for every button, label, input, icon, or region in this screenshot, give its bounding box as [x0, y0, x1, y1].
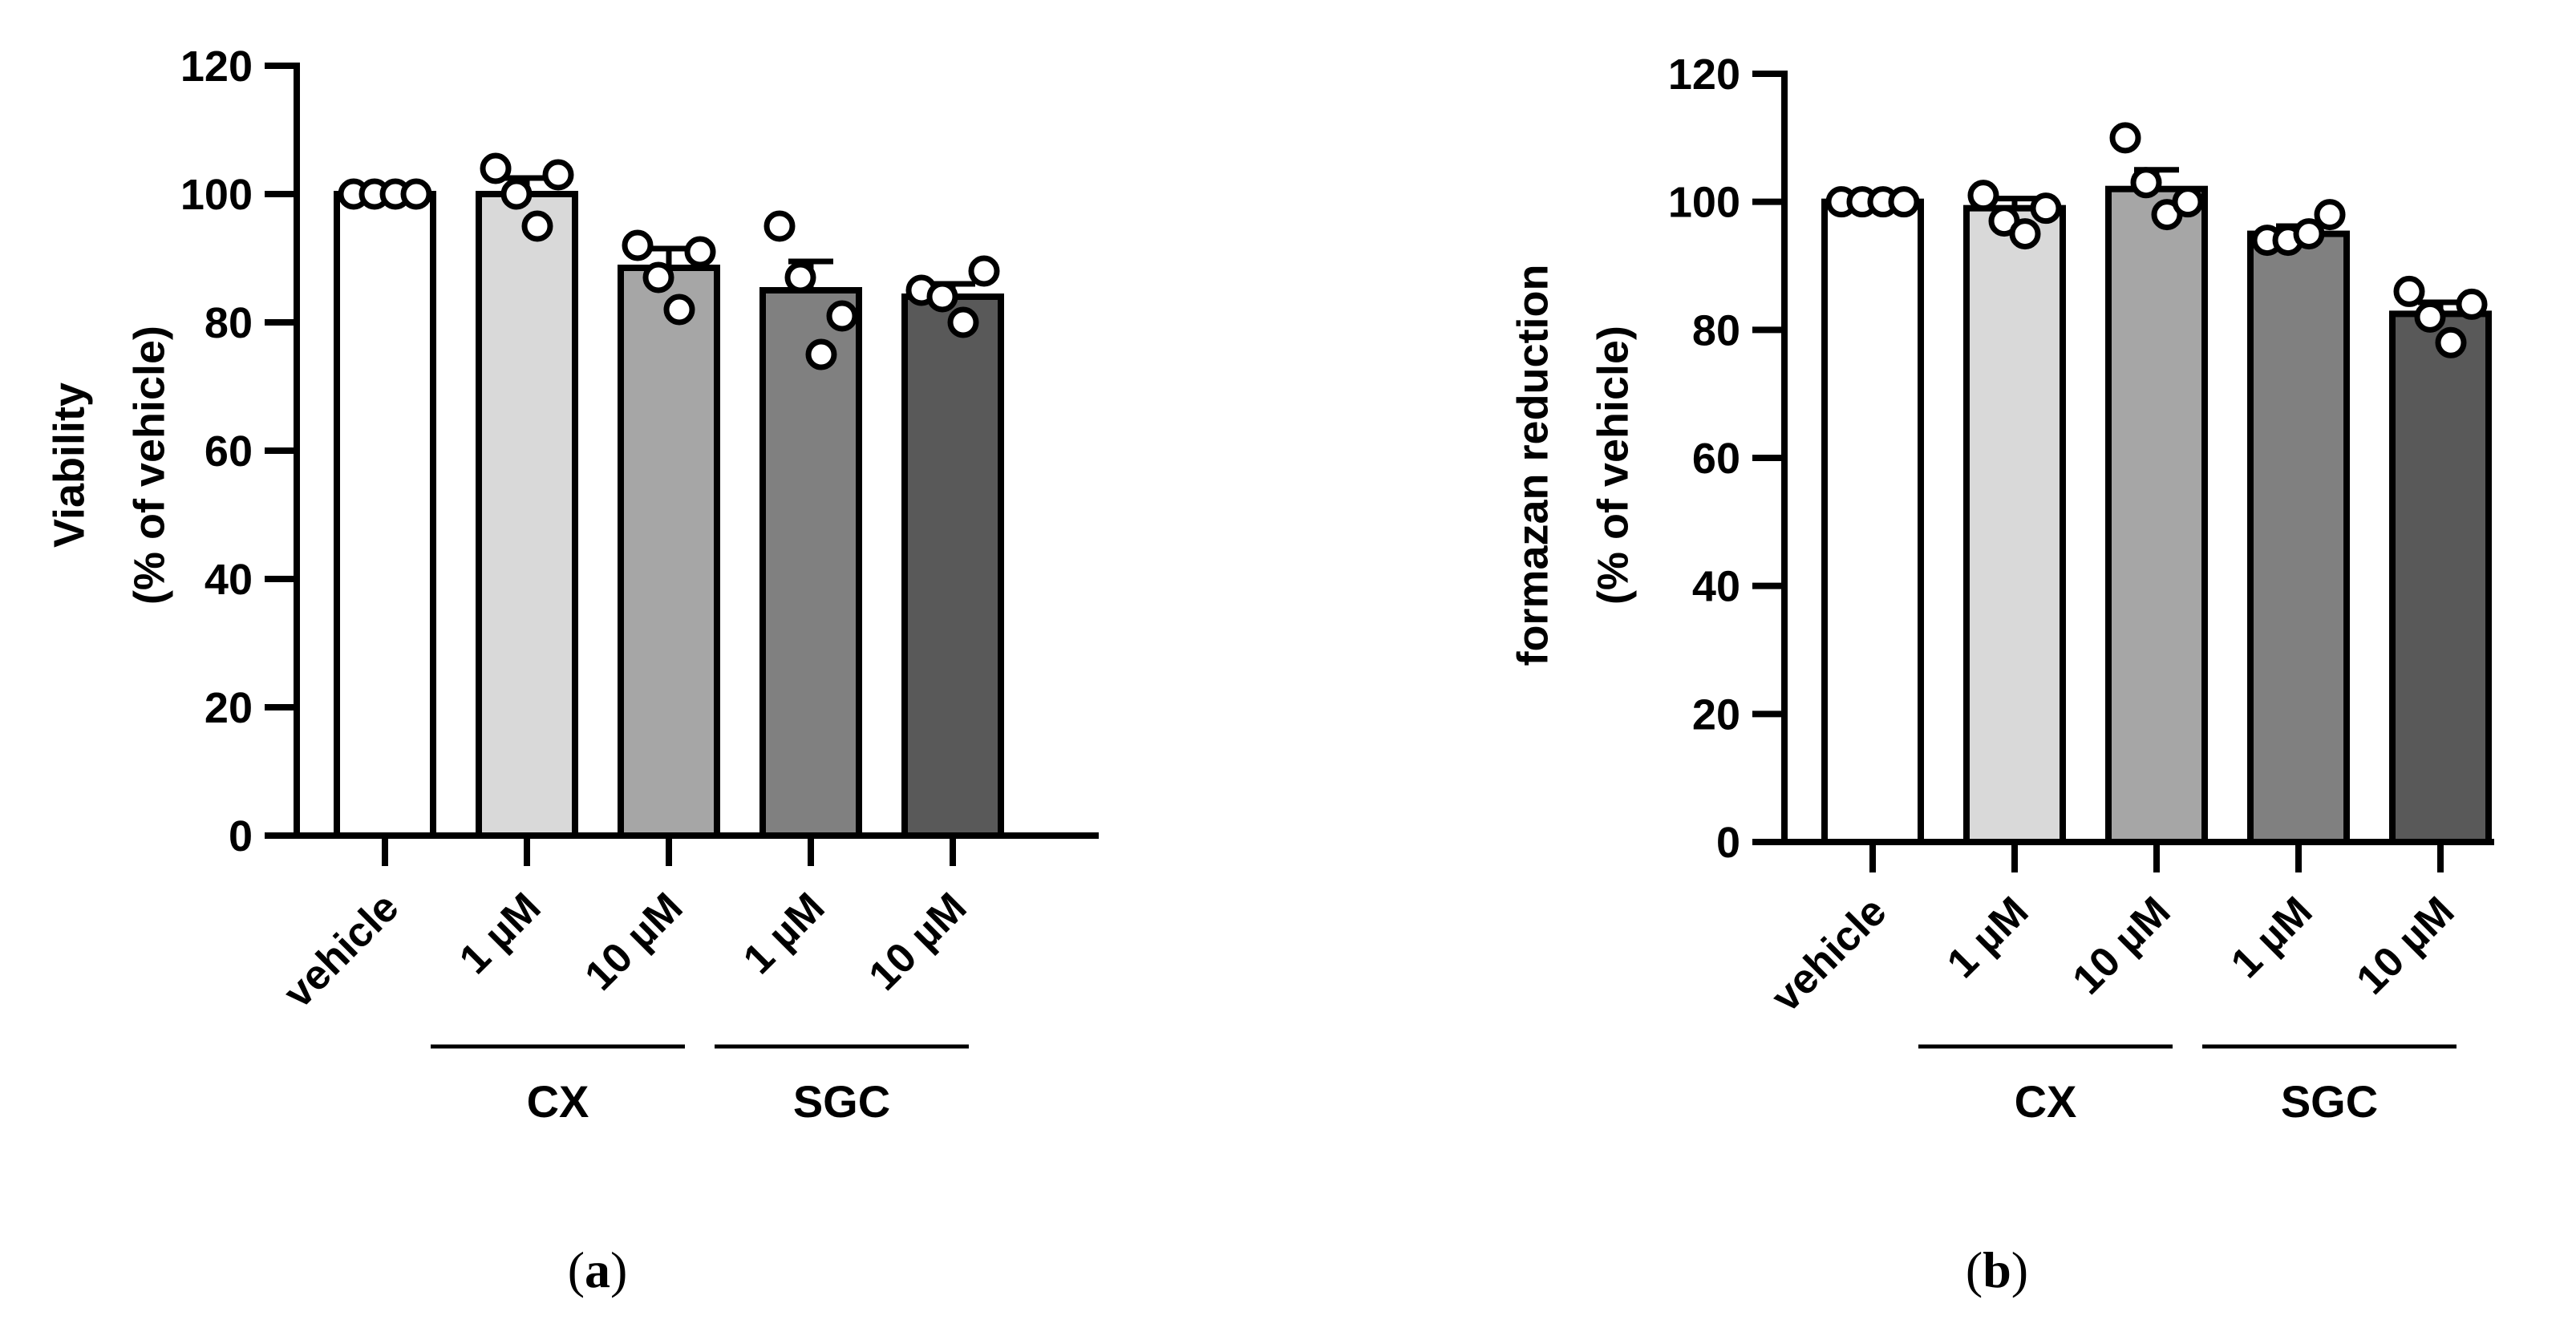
- panel-a-xtick-label-2: 10 µM: [577, 884, 692, 999]
- panel-b-ytick-label-1: 20: [1692, 690, 1740, 739]
- panel-b-point-1-0: [1967, 180, 1999, 212]
- panel-a-ytick-label-5: 100: [180, 171, 253, 219]
- panel-a-group-label-1: SGC: [793, 1076, 890, 1127]
- panel-a-xtick-label-4: 10 µM: [861, 884, 976, 999]
- panel-a-bar-0: [334, 191, 436, 839]
- panel-a-point-0-3: [400, 178, 432, 210]
- panel-b-ytick-label-5: 100: [1668, 179, 1740, 227]
- panel-b-point-1-2: [2009, 218, 2041, 250]
- panel-a-group-label-0: CX: [527, 1076, 589, 1127]
- panel-a-xtick-label-3: 1 µM: [735, 884, 834, 983]
- panel-b-xtick-label-1: 1 µM: [1938, 888, 2038, 987]
- panel-b-xtick-label-4: 10 µM: [2348, 888, 2464, 1003]
- panel-a-ytick-label-1: 20: [205, 684, 253, 732]
- panel-b-group-label-0: CX: [2015, 1076, 2077, 1127]
- panel-a: 0 20 40 60 80 100 120 vehicle 1 µM 10 µM 1 µM 10 µM…: [45, 43, 1099, 1298]
- panel-b-point-0-3: [1888, 186, 1920, 218]
- panel-b-bar-2: [2105, 185, 2208, 845]
- panel-b-point-4-1: [2414, 301, 2446, 333]
- panel-b-ylabel-line-0: formazan reduction: [1509, 264, 1557, 666]
- panel-b: 0 20 40 60 80 100 120 vehicle 1 µM 10 µM 1 µM 10 µM…: [1509, 51, 2494, 1298]
- panel-b-ytick-label-3: 60: [1692, 435, 1740, 483]
- panel-a-bar-2: [618, 265, 720, 839]
- panel-a-point-2-1: [642, 261, 674, 293]
- panel-b-point-2-3: [2172, 186, 2204, 218]
- panel-a-point-1-0: [480, 152, 512, 184]
- panel-a-label: (a): [568, 1241, 628, 1298]
- panel-a-ytick-label-2: 40: [205, 556, 253, 604]
- panel-b-point-4-2: [2435, 326, 2467, 358]
- panel-a-ytick-label-3: 60: [205, 427, 253, 476]
- panel-a-point-4-2: [947, 306, 979, 338]
- panel-a-point-3-2: [805, 338, 837, 370]
- panel-a-point-1-3: [542, 159, 574, 191]
- panel-a-ytick-label-4: 80: [205, 299, 253, 347]
- panel-b-ylabel-line-1: (% of vehicle): [1589, 326, 1637, 605]
- panel-b-bar-4: [2389, 310, 2492, 845]
- panel-b-point-3-3: [2314, 199, 2346, 231]
- panel-b-ytick-label-6: 120: [1668, 51, 1740, 99]
- panel-b-ytick-label-0: 0: [1716, 819, 1740, 867]
- panel-a-point-2-3: [684, 236, 716, 268]
- panel-a-point-3-1: [784, 261, 816, 293]
- panel-b-point-2-1: [2130, 167, 2162, 199]
- panel-b-xtick-label-0: vehicle: [1763, 888, 1896, 1021]
- panel-a-ytick-label-0: 0: [229, 812, 253, 860]
- panel-b-point-4-3: [2456, 288, 2488, 320]
- panel-b-bar-0: [1821, 198, 1924, 845]
- panel-b-ytick-label-4: 80: [1692, 306, 1740, 354]
- panel-a-point-1-2: [521, 210, 553, 242]
- panel-a-point-4-1: [926, 281, 958, 313]
- panel-a-point-2-0: [622, 229, 654, 261]
- panel-b-xtick-label-2: 10 µM: [2064, 888, 2180, 1003]
- panel-a-bar-3: [759, 287, 862, 839]
- panel-a-xtick-label-1: 1 µM: [451, 884, 550, 983]
- panel-b-point-3-2: [2293, 218, 2325, 250]
- panel-b-point-2-0: [2109, 122, 2141, 154]
- panel-b-xtick-label-3: 1 µM: [2222, 888, 2322, 987]
- panel-a-bar-1: [476, 191, 578, 839]
- panel-a-point-3-0: [763, 210, 796, 242]
- panel-b-ytick-label-2: 40: [1692, 563, 1740, 611]
- panel-a-point-4-3: [968, 255, 1000, 287]
- panel-b-bar-3: [2247, 230, 2350, 846]
- panel-a-ylabel-line-1: (% of vehicle): [125, 326, 173, 605]
- panel-a-xtick-label-0: vehicle: [275, 884, 408, 1017]
- panel-a-point-2-2: [663, 293, 695, 326]
- panel-b-group-label-1: SGC: [2281, 1076, 2378, 1127]
- panel-a-ylabel-line-0: Viability: [45, 383, 93, 548]
- panel-a-ytick-label-6: 120: [180, 43, 253, 91]
- panel-a-bar-4: [901, 293, 1004, 839]
- panel-a-point-1-1: [500, 178, 533, 210]
- panel-b-label: (b): [1966, 1241, 2028, 1298]
- panel-b-point-1-3: [2030, 192, 2062, 225]
- panel-a-point-3-3: [826, 300, 858, 332]
- panel-b-bar-1: [1963, 204, 2066, 845]
- panel-b-point-4-0: [2393, 275, 2425, 307]
